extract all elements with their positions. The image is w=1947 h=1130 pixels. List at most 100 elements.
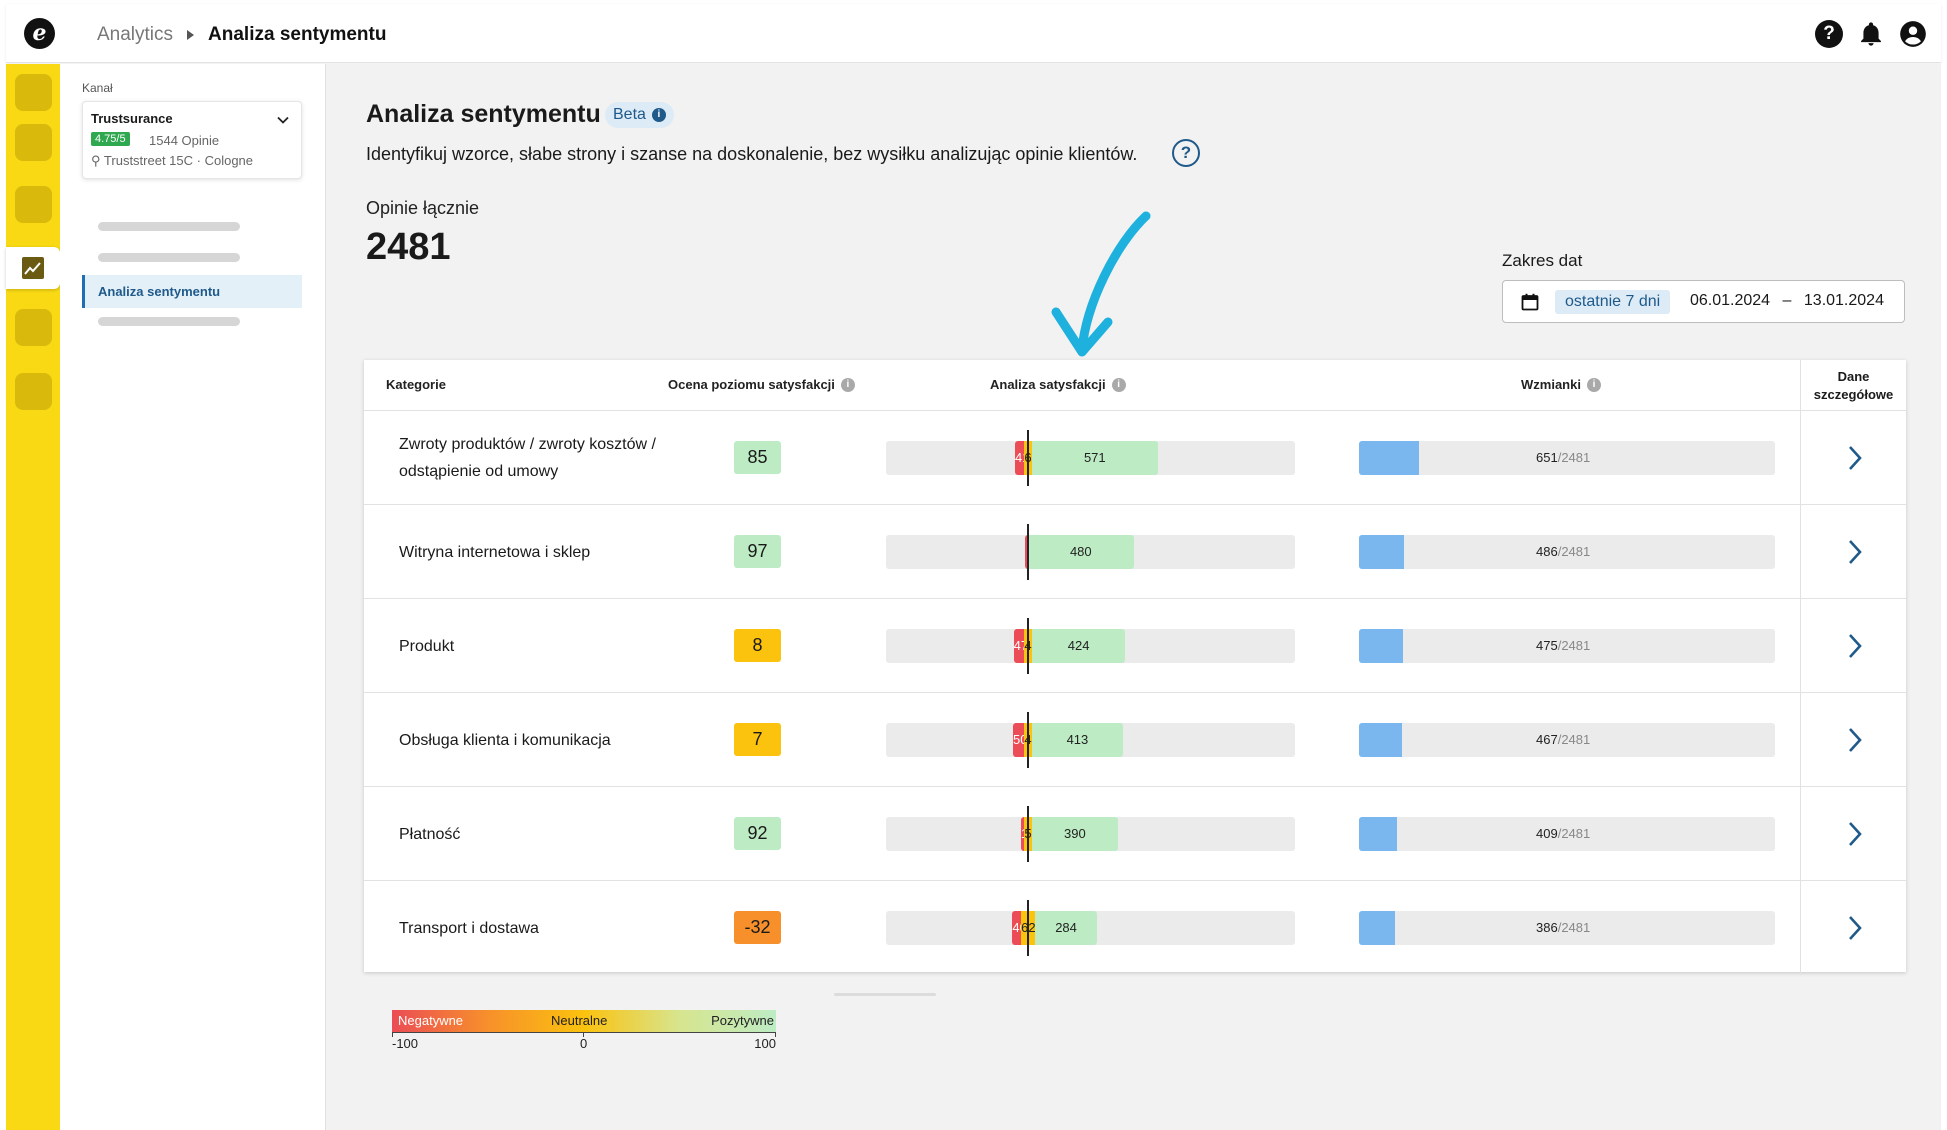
zero-line xyxy=(1027,430,1029,486)
mentions-bar[interactable]: 386/2481 xyxy=(1359,911,1775,945)
date-end: 13.01.2024 xyxy=(1803,292,1884,309)
satisfaction-bar[interactable]: 504413 xyxy=(886,712,1295,768)
category-label: Transport i dostawa xyxy=(399,919,539,937)
mentions-fill xyxy=(1359,911,1395,945)
details-cell[interactable] xyxy=(1800,787,1906,881)
mentions-bar[interactable]: 475/2481 xyxy=(1359,629,1775,663)
header-mentions[interactable]: Wzmianki i xyxy=(1521,377,1601,392)
sidebar-item-placeholder-3[interactable] xyxy=(98,317,240,326)
details-cell[interactable] xyxy=(1800,881,1906,975)
breadcrumb-current: Analiza sentymentu xyxy=(208,24,387,45)
help-icon[interactable]: ? xyxy=(1815,20,1843,48)
bell-icon[interactable] xyxy=(1857,20,1885,48)
mentions-bar[interactable]: 467/2481 xyxy=(1359,723,1775,757)
mentions-bar[interactable]: 409/2481 xyxy=(1359,817,1775,851)
info-icon[interactable]: i xyxy=(651,108,666,122)
chevron-down-icon[interactable] xyxy=(275,112,291,128)
chevron-right-icon[interactable] xyxy=(1843,444,1867,472)
details-cell[interactable] xyxy=(1800,599,1906,693)
positive-segment: 390 xyxy=(1032,817,1118,851)
satisfaction-score: -32 xyxy=(734,911,781,944)
mentions-count: 409 xyxy=(1536,826,1558,841)
satisfaction-bar[interactable]: 4062284 xyxy=(886,900,1295,956)
header-score[interactable]: Ocena poziomu satysfakcji i xyxy=(668,377,855,392)
page-subtitle: Identyfikuj wzorce, słabe strony i szans… xyxy=(366,144,1138,164)
mentions-bar[interactable]: 651/2481 xyxy=(1359,441,1775,475)
nav-item-3[interactable] xyxy=(15,186,52,223)
legend-min: -100 xyxy=(392,1036,419,1051)
sidebar-item-placeholder-2[interactable] xyxy=(98,253,240,262)
header-mentions-label: Wzmianki xyxy=(1521,377,1581,392)
breadcrumb-analytics[interactable]: Analytics xyxy=(97,24,174,45)
mentions-count: 486 xyxy=(1536,544,1558,559)
date-separator: – xyxy=(1782,292,1792,309)
nav-item-6[interactable] xyxy=(15,373,52,410)
info-icon[interactable]: i xyxy=(840,377,855,392)
zero-line xyxy=(1027,618,1029,674)
nav-item-analytics[interactable] xyxy=(6,247,60,289)
header-category[interactable]: Kategorie xyxy=(386,377,446,392)
satisfaction-bar[interactable]: 145390 xyxy=(886,806,1295,862)
date-range-picker[interactable]: ostatnie 7 dni 06.01.2024 – 13.01.2024 xyxy=(1502,280,1905,323)
category-label: Płatność xyxy=(399,825,461,843)
mentions-bar[interactable]: 486/2481 xyxy=(1359,535,1775,569)
legend-max: 100 xyxy=(754,1036,776,1051)
negative-segment: 50 xyxy=(1013,723,1024,757)
chevron-right-icon[interactable] xyxy=(1843,538,1867,566)
table-row[interactable]: Zwroty produktów / zwroty kosztów / odst… xyxy=(364,411,1906,505)
satisfaction-bar[interactable]: 416571 xyxy=(886,430,1295,486)
info-icon[interactable]: i xyxy=(1586,377,1601,392)
header-details-line2: szczegółowe xyxy=(1813,387,1894,402)
category-name: Zwroty produktów / zwroty kosztów / odst… xyxy=(399,411,689,505)
top-bar: e Analytics Analiza sentymentu ? xyxy=(6,4,1941,63)
chevron-right-icon[interactable] xyxy=(1843,914,1867,942)
details-cell[interactable] xyxy=(1800,693,1906,787)
date-range-value: 06.01.2024 – 13.01.2024 xyxy=(1690,292,1884,310)
positive-segment: 284 xyxy=(1034,911,1098,945)
legend-negative-label: Negatywne xyxy=(398,1013,464,1028)
breadcrumb-separator-icon xyxy=(187,30,195,40)
header-analysis[interactable]: Analiza satysfakcji i xyxy=(990,377,1126,392)
mentions-fill xyxy=(1359,723,1402,757)
legend-axis: -100 0 100 xyxy=(392,1032,776,1052)
channel-selector[interactable]: Trustsurance 4.75/5 1544 Opinie ⚲ Trusts… xyxy=(82,101,302,179)
positive-segment: 424 xyxy=(1032,629,1126,663)
app-logo[interactable]: e xyxy=(24,18,55,49)
sidebar-item-placeholder-1[interactable] xyxy=(98,222,240,231)
nav-item-5[interactable] xyxy=(15,309,52,346)
sidebar-item-sentiment[interactable]: Analiza sentymentu xyxy=(82,275,302,308)
table-row[interactable]: Produkt 8 474424 475/2481 xyxy=(364,599,1906,693)
horizontal-scrollbar[interactable] xyxy=(834,993,936,996)
table-row[interactable]: Płatność 92 145390 409/2481 xyxy=(364,787,1906,881)
negative-segment xyxy=(1025,535,1028,569)
satisfaction-bar[interactable]: 480 xyxy=(886,524,1295,580)
mentions-total: /2481 xyxy=(1557,920,1591,935)
mentions-total: /2481 xyxy=(1557,450,1591,465)
category-name: Produkt xyxy=(399,599,689,693)
help-circle-icon[interactable]: ? xyxy=(1172,139,1200,167)
chevron-right-icon[interactable] xyxy=(1843,726,1867,754)
account-icon[interactable] xyxy=(1899,20,1927,48)
legend-neutral-label: Neutralne xyxy=(551,1013,608,1028)
calendar-icon xyxy=(1521,293,1539,311)
channel-review-count: 1544 Opinie xyxy=(149,133,220,148)
mentions-value: 409/2481 xyxy=(1536,817,1590,851)
table-row[interactable]: Obsługa klienta i komunikacja 7 504413 467/… xyxy=(364,693,1906,787)
channel-address: ⚲ Truststreet 15C · Cologne xyxy=(91,153,253,169)
top-actions: ? xyxy=(1815,20,1927,48)
page-title: Analiza sentymentu xyxy=(366,100,601,128)
nav-item-1[interactable] xyxy=(15,74,52,111)
chevron-right-icon[interactable] xyxy=(1843,820,1867,848)
date-preset-chip[interactable]: ostatnie 7 dni xyxy=(1555,290,1671,314)
annotation-arrow-icon xyxy=(1051,211,1151,357)
chevron-right-icon[interactable] xyxy=(1843,632,1867,660)
info-icon[interactable]: i xyxy=(1111,377,1126,392)
satisfaction-bar[interactable]: 474424 xyxy=(886,618,1295,674)
details-cell[interactable] xyxy=(1800,505,1906,599)
legend-gradient: Negatywne Neutralne Pozytywne xyxy=(392,1010,776,1032)
nav-item-2[interactable] xyxy=(15,124,52,161)
table-row[interactable]: Witryna internetowa i sklep 97 480 486/2481 xyxy=(364,505,1906,599)
table-row[interactable]: Transport i dostawa -32 4062284 386/2481 xyxy=(364,881,1906,975)
details-cell[interactable] xyxy=(1800,411,1906,505)
category-name: Transport i dostawa xyxy=(399,881,689,975)
